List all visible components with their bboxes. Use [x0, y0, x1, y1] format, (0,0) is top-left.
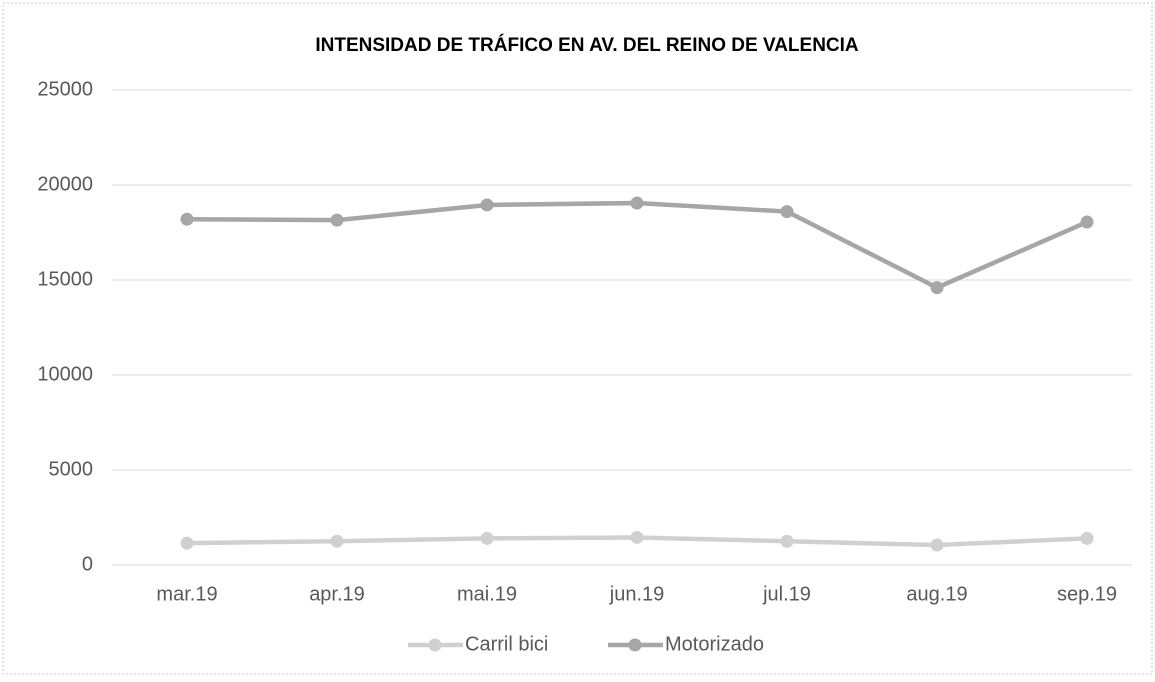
point — [180, 212, 194, 226]
x-tick-label: aug.19 — [906, 583, 967, 605]
chart-title: INTENSIDAD DE TRÁFICO EN AV. DEL REINO D… — [315, 34, 859, 56]
point — [930, 281, 944, 295]
legend-label: Carril bici — [465, 633, 548, 655]
x-tick-label: mai.19 — [457, 583, 517, 605]
legend-label: Motorizado — [665, 633, 764, 655]
legend-marker — [428, 638, 442, 652]
point — [1080, 531, 1094, 545]
point — [630, 196, 644, 210]
point — [330, 534, 344, 548]
point — [930, 538, 944, 552]
point — [180, 536, 194, 550]
y-tick-label: 25000 — [37, 78, 93, 100]
x-tick-label: apr.19 — [309, 583, 365, 605]
y-tick-label: 15000 — [37, 268, 93, 290]
point — [480, 198, 494, 212]
point — [780, 205, 794, 219]
point — [330, 213, 344, 227]
point — [630, 530, 644, 544]
y-tick-label: 10000 — [37, 363, 93, 385]
point — [780, 534, 794, 548]
legend-marker — [628, 638, 642, 652]
x-tick-label: jun.19 — [609, 583, 665, 605]
y-tick-label: 5000 — [49, 458, 94, 480]
x-tick-label: mar.19 — [156, 583, 217, 605]
x-tick-label: jul.19 — [762, 583, 811, 605]
point — [1080, 215, 1094, 229]
y-tick-label: 0 — [82, 553, 93, 575]
series-line — [186, 200, 1088, 291]
y-tick-label: 20000 — [37, 173, 93, 195]
x-tick-label: sep.19 — [1057, 583, 1117, 605]
point — [480, 531, 494, 545]
